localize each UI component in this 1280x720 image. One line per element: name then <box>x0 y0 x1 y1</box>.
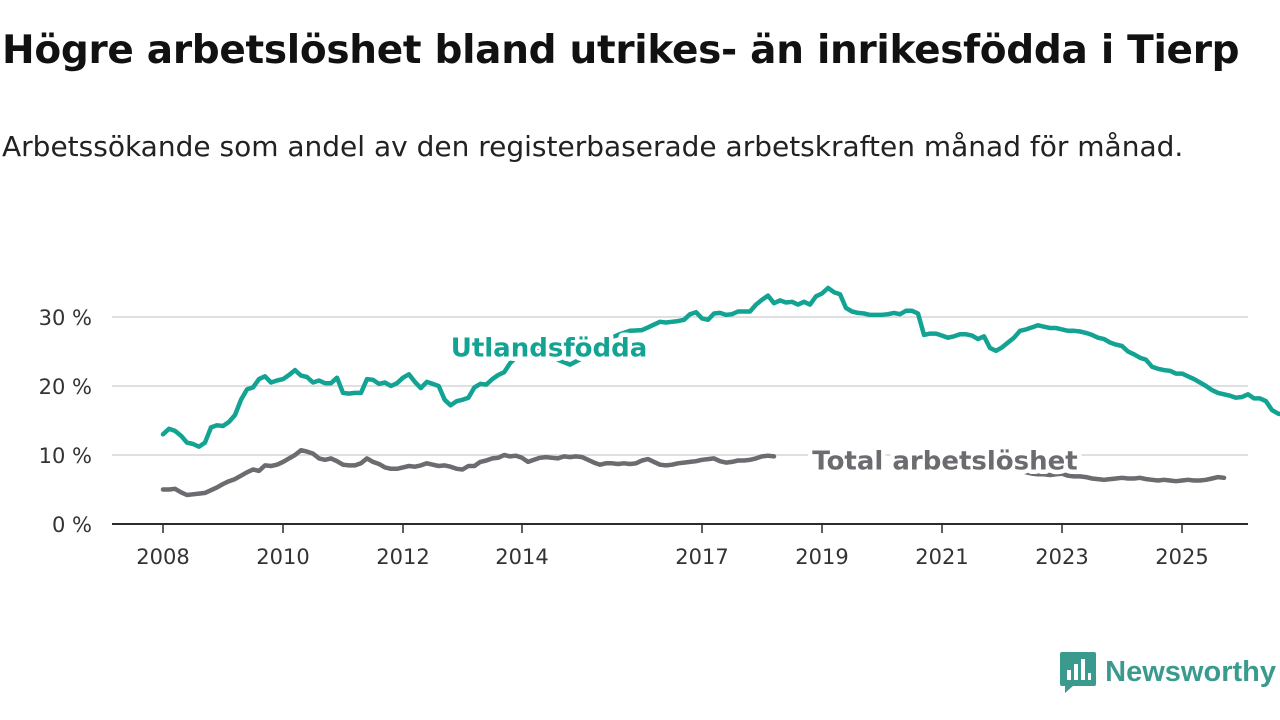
y-tick-label: 0 % <box>52 513 92 537</box>
x-tick-label: 2023 <box>1035 545 1088 569</box>
x-tick-label: 2017 <box>675 545 728 569</box>
series-label-total: Total arbetslöshet <box>812 446 1077 476</box>
x-tick-label: 2010 <box>256 545 309 569</box>
y-tick-label: 10 % <box>39 444 92 468</box>
line-chart: 2008 2010 2012 2014 2017 2019 2021 2023 2025 0 %… <box>39 285 1280 569</box>
series-line-utlandsfodda <box>160 285 1280 449</box>
y-tick-label: 30 % <box>39 306 92 330</box>
x-tick-label: 2019 <box>795 545 848 569</box>
series-line-total-tail <box>999 463 1227 484</box>
series-label-utlandsfodda: Utlandsfödda <box>451 333 648 363</box>
x-axis: 2008 2010 2012 2014 2017 2019 2021 2023 2025 <box>112 523 1248 569</box>
grid <box>112 316 1248 456</box>
x-tick-label: 2021 <box>915 545 968 569</box>
y-axis: 0 % 10 % 20 % 30 % <box>39 306 92 537</box>
newsworthy-logo-icon <box>1060 652 1097 693</box>
x-tick-label: 2014 <box>495 545 548 569</box>
x-tick-label: 2012 <box>376 545 429 569</box>
chart-subtitle: Arbetssökande som andel av den registerb… <box>2 130 1184 163</box>
brand-logo: Newsworthy <box>1059 650 1276 694</box>
x-tick-label: 2008 <box>136 545 189 569</box>
brand-name: Newsworthy <box>1105 655 1276 688</box>
chart-title: Högre arbetslöshet bland utrikes- än inr… <box>2 28 1240 73</box>
series-line-total <box>160 447 777 498</box>
series <box>160 285 1280 498</box>
x-tick-label: 2025 <box>1155 545 1208 569</box>
y-tick-label: 20 % <box>39 375 92 399</box>
